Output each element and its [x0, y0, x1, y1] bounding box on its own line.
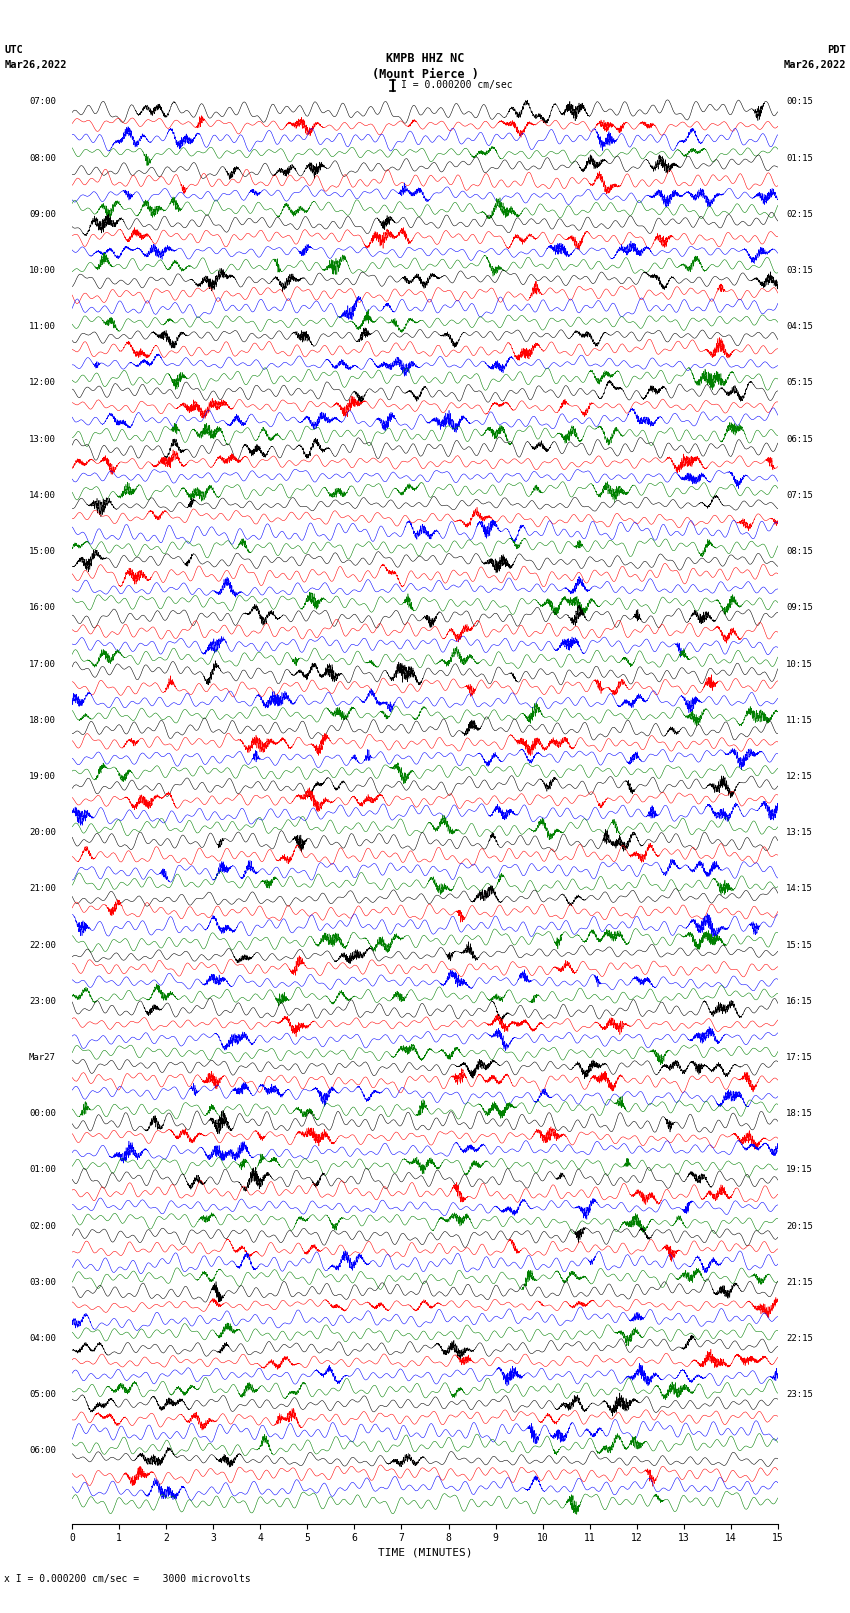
Text: 16:00: 16:00	[29, 603, 56, 613]
Text: Mar26,2022: Mar26,2022	[4, 60, 67, 69]
Text: 18:15: 18:15	[786, 1110, 813, 1118]
Text: 08:00: 08:00	[29, 153, 56, 163]
Text: 13:00: 13:00	[29, 434, 56, 444]
Text: Mar27: Mar27	[29, 1053, 56, 1061]
Text: 11:15: 11:15	[786, 716, 813, 724]
Text: 10:00: 10:00	[29, 266, 56, 276]
Text: 04:15: 04:15	[786, 323, 813, 331]
Text: 12:15: 12:15	[786, 773, 813, 781]
Text: 22:15: 22:15	[786, 1334, 813, 1344]
Text: 10:15: 10:15	[786, 660, 813, 668]
Text: 04:00: 04:00	[29, 1334, 56, 1344]
Text: (Mount Pierce ): (Mount Pierce )	[371, 68, 479, 81]
Text: 02:15: 02:15	[786, 210, 813, 219]
Text: 05:15: 05:15	[786, 379, 813, 387]
Text: 02:00: 02:00	[29, 1221, 56, 1231]
Text: 07:15: 07:15	[786, 490, 813, 500]
Text: 16:15: 16:15	[786, 997, 813, 1007]
Text: 00:15: 00:15	[786, 97, 813, 106]
Text: 17:15: 17:15	[786, 1053, 813, 1061]
Text: 09:00: 09:00	[29, 210, 56, 219]
Text: 20:15: 20:15	[786, 1221, 813, 1231]
Text: 01:00: 01:00	[29, 1165, 56, 1174]
Text: 09:15: 09:15	[786, 603, 813, 613]
Text: 05:00: 05:00	[29, 1390, 56, 1398]
Text: 23:15: 23:15	[786, 1390, 813, 1398]
Text: 21:15: 21:15	[786, 1277, 813, 1287]
Text: 03:15: 03:15	[786, 266, 813, 276]
Text: 15:00: 15:00	[29, 547, 56, 556]
Text: 06:00: 06:00	[29, 1447, 56, 1455]
Text: 12:00: 12:00	[29, 379, 56, 387]
Text: I = 0.000200 cm/sec: I = 0.000200 cm/sec	[401, 81, 513, 90]
Text: 06:15: 06:15	[786, 434, 813, 444]
X-axis label: TIME (MINUTES): TIME (MINUTES)	[377, 1547, 473, 1558]
Text: Mar26,2022: Mar26,2022	[783, 60, 846, 69]
Text: 23:00: 23:00	[29, 997, 56, 1007]
Text: 22:00: 22:00	[29, 940, 56, 950]
Text: 19:00: 19:00	[29, 773, 56, 781]
Text: KMPB HHZ NC: KMPB HHZ NC	[386, 52, 464, 66]
Text: UTC: UTC	[4, 45, 23, 55]
Text: 20:00: 20:00	[29, 827, 56, 837]
Text: 08:15: 08:15	[786, 547, 813, 556]
Text: 15:15: 15:15	[786, 940, 813, 950]
Text: 00:00: 00:00	[29, 1110, 56, 1118]
Text: x I = 0.000200 cm/sec =    3000 microvolts: x I = 0.000200 cm/sec = 3000 microvolts	[4, 1574, 251, 1584]
Text: 21:00: 21:00	[29, 884, 56, 894]
Text: 07:00: 07:00	[29, 97, 56, 106]
Text: 11:00: 11:00	[29, 323, 56, 331]
Text: 17:00: 17:00	[29, 660, 56, 668]
Text: PDT: PDT	[827, 45, 846, 55]
Text: 13:15: 13:15	[786, 827, 813, 837]
Text: 03:00: 03:00	[29, 1277, 56, 1287]
Text: 18:00: 18:00	[29, 716, 56, 724]
Text: 14:15: 14:15	[786, 884, 813, 894]
Text: 14:00: 14:00	[29, 490, 56, 500]
Text: 01:15: 01:15	[786, 153, 813, 163]
Text: 19:15: 19:15	[786, 1165, 813, 1174]
